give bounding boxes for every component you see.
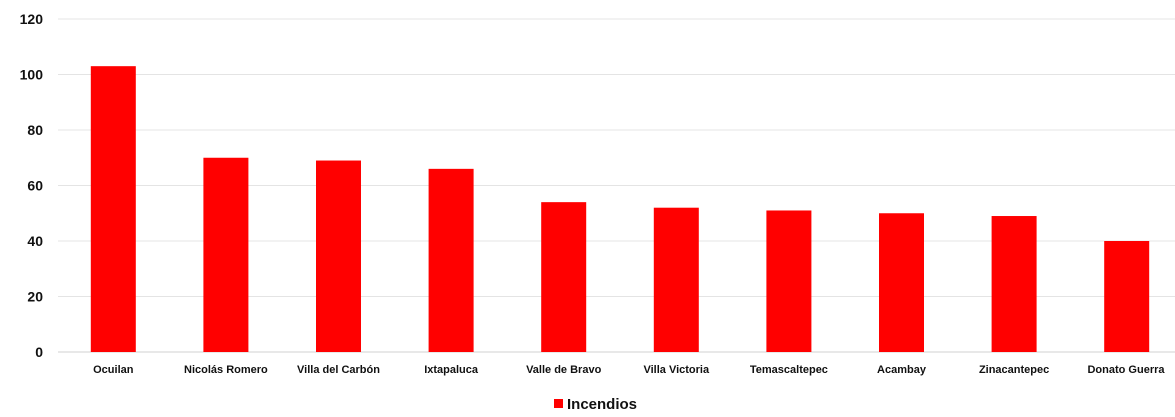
x-tick-label-ocuilan: Ocuilan (93, 364, 134, 376)
x-tick-label-acambay: Acambay (877, 364, 927, 376)
legend-swatch-incendios (554, 399, 563, 408)
bar-valle-de-bravo (541, 202, 587, 352)
y-axis-tick-labels: 0 20 40 60 80 100 120 (20, 11, 44, 360)
y-tick-label-120: 120 (20, 11, 44, 27)
y-tick-label-100: 100 (20, 67, 44, 83)
y-tick-label-40: 40 (27, 233, 43, 249)
bar-nicolas-romero (203, 157, 249, 352)
bar-acambay (879, 213, 924, 352)
bar-villa-victoria (653, 207, 699, 352)
x-tick-label-temascaltepec: Temascaltepec (750, 364, 828, 376)
bar-ixtapaluca (428, 168, 474, 352)
bar-temascaltepec (766, 210, 812, 352)
y-tick-label-60: 60 (27, 178, 43, 194)
y-tick-label-0: 0 (35, 344, 43, 360)
legend-label-incendios: Incendios (567, 396, 637, 412)
x-tick-label-villa-del-carbon: Villa del Carbón (297, 364, 380, 376)
y-tick-label-80: 80 (27, 122, 43, 138)
x-tick-label-villa-victoria: Villa Victoria (643, 364, 710, 376)
x-tick-label-ixtapaluca: Ixtapaluca (424, 364, 479, 376)
legend: Incendios (554, 396, 637, 413)
x-tick-label-zinacantepec: Zinacantepec (979, 364, 1049, 376)
bar-zinacantepec (991, 216, 1037, 352)
x-tick-label-valle-de-bravo: Valle de Bravo (526, 364, 601, 376)
y-tick-label-20: 20 (27, 289, 43, 305)
bar-ocuilan (90, 66, 136, 353)
x-tick-label-donato-guerra: Donato Guerra (1087, 364, 1165, 376)
bar-villa-del-carbon (316, 160, 361, 352)
x-axis-category-labels: Ocuilan Nicolás Romero Villa del Carbón Ixt… (93, 364, 1165, 376)
bars (90, 66, 1150, 353)
bar-donato-guerra (1104, 241, 1150, 352)
x-tick-label-nicolas-romero: Nicolás Romero (184, 364, 268, 376)
